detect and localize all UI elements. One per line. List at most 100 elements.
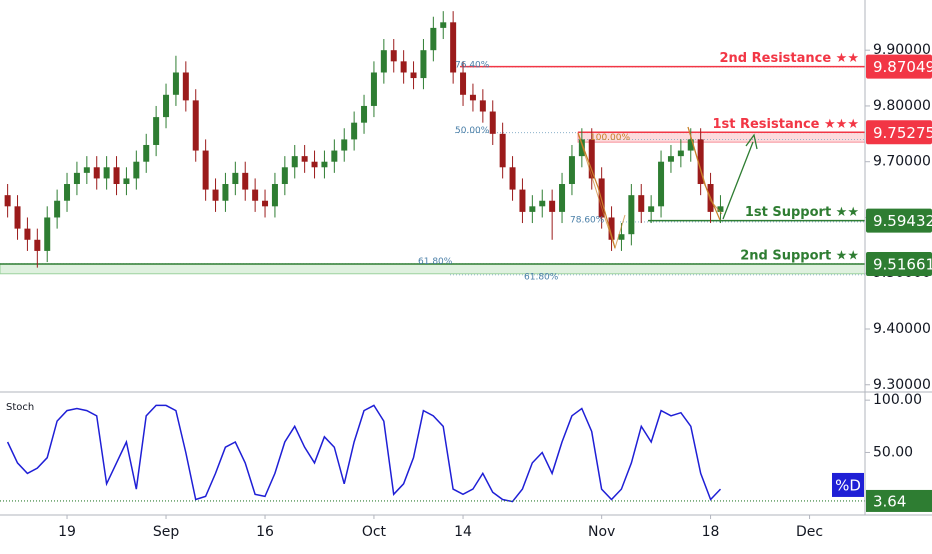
- candle-body: [341, 139, 348, 151]
- stoch-line: [6, 404, 722, 503]
- candle-body: [153, 117, 160, 145]
- y-tick-label: 50.00: [873, 444, 913, 460]
- candle-body: [54, 200, 61, 218]
- candle-body: [351, 122, 358, 140]
- candle-body: [460, 72, 467, 95]
- candle-body: [370, 72, 377, 106]
- pattern-line: [687, 126, 723, 215]
- candle-body: [568, 156, 575, 185]
- indicator-title: Stoch: [6, 402, 34, 413]
- level-label: 1st Resistance ★★★: [712, 117, 859, 132]
- candle-body: [608, 217, 615, 240]
- candle-body: [93, 167, 100, 179]
- x-tick-label: Nov: [588, 524, 615, 540]
- candle-body: [400, 61, 407, 73]
- candle-body: [499, 133, 506, 168]
- price-badge-text: 9.87049: [873, 58, 932, 76]
- level-label: 2nd Support ★★: [740, 248, 859, 263]
- x-tick-label: 14: [454, 524, 472, 540]
- y-tick-label: 9.40000: [873, 321, 931, 337]
- candle-body: [4, 195, 11, 207]
- projection-arrow: [722, 141, 754, 220]
- stoch-name: %D: [835, 476, 861, 494]
- candle-body: [559, 184, 566, 212]
- fib-label: 61.80%: [524, 272, 559, 282]
- candle-body: [519, 189, 526, 212]
- candle-body: [64, 184, 71, 201]
- candle-body: [430, 27, 437, 51]
- candle-body: [192, 100, 199, 151]
- candle-body: [44, 217, 51, 251]
- candle-body: [648, 206, 655, 212]
- candle-body: [14, 206, 21, 229]
- candle-body: [291, 156, 298, 168]
- y-tick-label: 9.90000: [873, 42, 931, 58]
- fib-label: 50.00%: [455, 126, 490, 136]
- level-label: 2nd Resistance ★★: [720, 51, 860, 66]
- stoch-name-badge: [832, 472, 864, 497]
- candle-body: [202, 150, 209, 190]
- candle-body: [410, 72, 417, 79]
- x-tick-label: 16: [256, 524, 274, 540]
- price-badge: [866, 251, 932, 276]
- candle-body: [618, 234, 625, 240]
- x-tick-label: Oct: [362, 524, 387, 540]
- candle-body: [677, 150, 684, 157]
- candle-body: [34, 239, 41, 251]
- candle-body: [24, 228, 31, 240]
- candle-body: [232, 172, 239, 185]
- candle-body: [588, 139, 595, 179]
- fib-label: 61.80%: [418, 257, 453, 267]
- candle-body: [133, 161, 140, 179]
- price-badge-text: 3.64: [873, 492, 906, 510]
- price-badge-text: 9.59432: [873, 212, 932, 230]
- candle-body: [212, 189, 219, 201]
- price-badge: [866, 208, 932, 233]
- arrow-head: [745, 133, 758, 150]
- marks-layer: [0, 11, 865, 503]
- y-tick-label: 9.30000: [873, 377, 931, 393]
- x-tick-label: Dec: [796, 524, 823, 540]
- candle-body: [479, 100, 486, 112]
- candle-body: [321, 161, 328, 168]
- candle-body: [697, 139, 704, 185]
- candle-body: [667, 156, 674, 162]
- candle-body: [242, 172, 249, 190]
- candle-body: [539, 200, 546, 207]
- candle-body: [380, 50, 387, 73]
- x-tick-label: 18: [702, 524, 720, 540]
- candle-body: [509, 167, 516, 190]
- candle-body: [489, 111, 496, 134]
- pattern-line: [577, 132, 626, 250]
- candle-body: [143, 144, 150, 162]
- candle-body: [123, 178, 130, 185]
- fib-label: 78.60%: [570, 215, 605, 225]
- candle-body: [252, 189, 259, 201]
- x-tick-label: 19: [58, 524, 76, 540]
- x-tick-label: Sep: [153, 524, 180, 540]
- fib-label: 76.40%: [455, 60, 490, 70]
- candle-body: [390, 50, 397, 62]
- candle-body: [301, 156, 308, 162]
- candle-body: [450, 22, 457, 73]
- candle-body: [361, 105, 368, 123]
- price-badge: [866, 54, 932, 79]
- candle-body: [281, 167, 288, 185]
- price-badge: [866, 489, 932, 512]
- candle-body: [549, 200, 556, 212]
- candle-body: [658, 161, 665, 207]
- candle-body: [103, 167, 110, 179]
- candle-body: [113, 167, 120, 185]
- candle-body: [638, 195, 645, 212]
- candle-body: [83, 167, 90, 173]
- candle-body: [420, 50, 427, 79]
- candle-body: [469, 94, 476, 101]
- candle-body: [222, 184, 229, 201]
- labels-layer: 9.900009.800009.700009.600009.500009.400…: [58, 42, 932, 540]
- candle-body: [578, 139, 585, 157]
- candle-body: [717, 206, 724, 212]
- drawings: [577, 126, 758, 250]
- y-tick-label: 100.00: [873, 392, 922, 408]
